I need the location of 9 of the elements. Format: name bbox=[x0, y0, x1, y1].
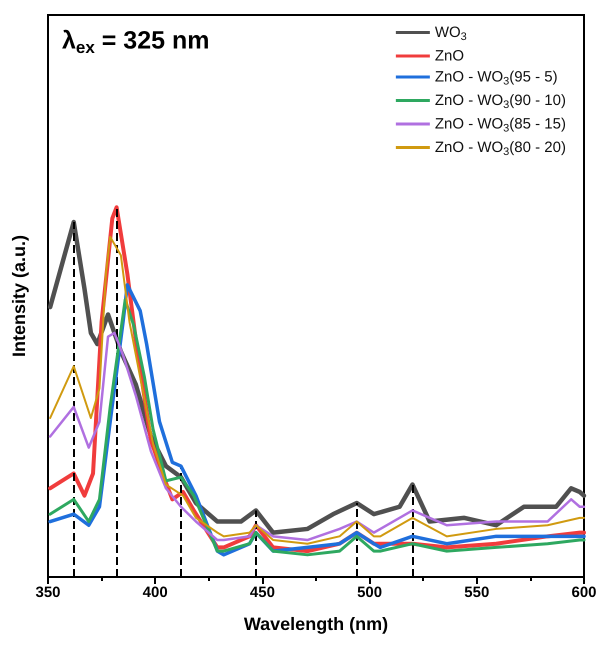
legend-label: ZnO bbox=[434, 48, 464, 64]
x-tick-label: 450 bbox=[250, 584, 275, 601]
y-axis-title: Intensity (a.u.) bbox=[9, 234, 29, 358]
x-tick-label: 600 bbox=[571, 584, 597, 601]
x-tick-label: 550 bbox=[464, 584, 490, 601]
x-tick-label: 500 bbox=[357, 584, 382, 601]
x-tick-label: 400 bbox=[142, 584, 168, 601]
x-axis-title: Wavelength (nm) bbox=[244, 614, 388, 634]
x-tick-label: 350 bbox=[35, 584, 61, 601]
